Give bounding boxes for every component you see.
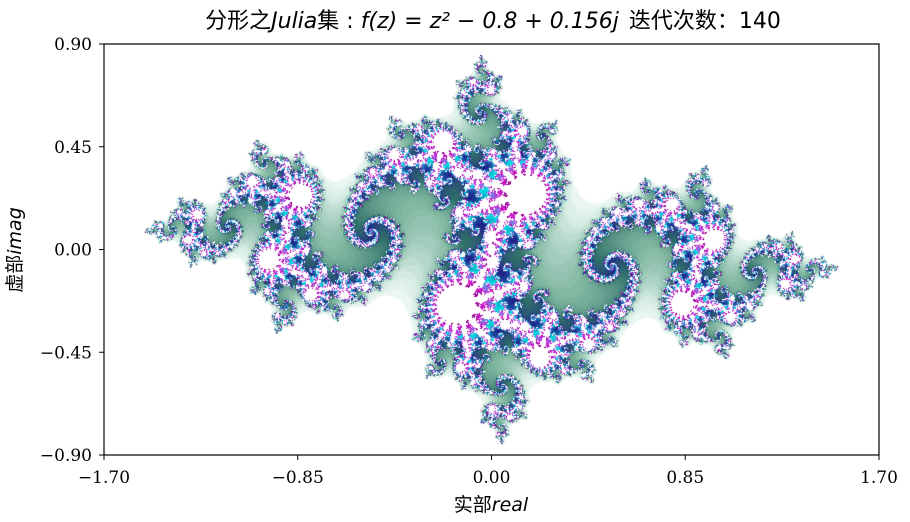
x-axis: −1.70 −0.85 0.00 0.85 1.70: [78, 455, 898, 488]
y-axis-label: 虚部imag: [4, 207, 26, 293]
y-axis-label-prefix: 虚部: [4, 255, 26, 293]
title-italic-word: Julia: [267, 9, 317, 34]
title-iterations: 140: [739, 9, 781, 34]
x-tick-label: −0.85: [272, 468, 324, 488]
x-tick-label: 0.85: [666, 468, 704, 488]
title-iterations-label: 迭代次数：: [629, 9, 739, 34]
title-prefix: 分形之: [205, 9, 271, 34]
y-tick-label: 0.00: [54, 241, 92, 261]
chart-title: 分形之Julia集 : f(z) = z² − 0.8 + 0.156j 迭代次数…: [205, 9, 781, 34]
y-tick-label: −0.45: [40, 343, 92, 363]
x-axis-label: 实部real: [454, 494, 529, 516]
y-tick-label: −0.90: [40, 446, 92, 466]
title-suffix: 集 :: [317, 9, 360, 34]
y-axis-label-italic: imag: [4, 207, 26, 255]
y-tick-label: 0.90: [54, 35, 92, 55]
x-tick-label: −1.70: [78, 468, 130, 488]
julia-fractal-image: [104, 44, 879, 455]
y-tick-label: 0.45: [54, 138, 92, 158]
y-axis: −0.90 −0.45 0.00 0.45 0.90: [40, 35, 104, 466]
x-axis-label-prefix: 实部: [454, 494, 492, 516]
x-tick-label: 0.00: [473, 468, 511, 488]
x-axis-label-italic: real: [492, 494, 529, 516]
x-tick-label: 1.70: [860, 468, 898, 488]
title-formula: f(z) = z² − 0.8 + 0.156j: [361, 9, 620, 34]
